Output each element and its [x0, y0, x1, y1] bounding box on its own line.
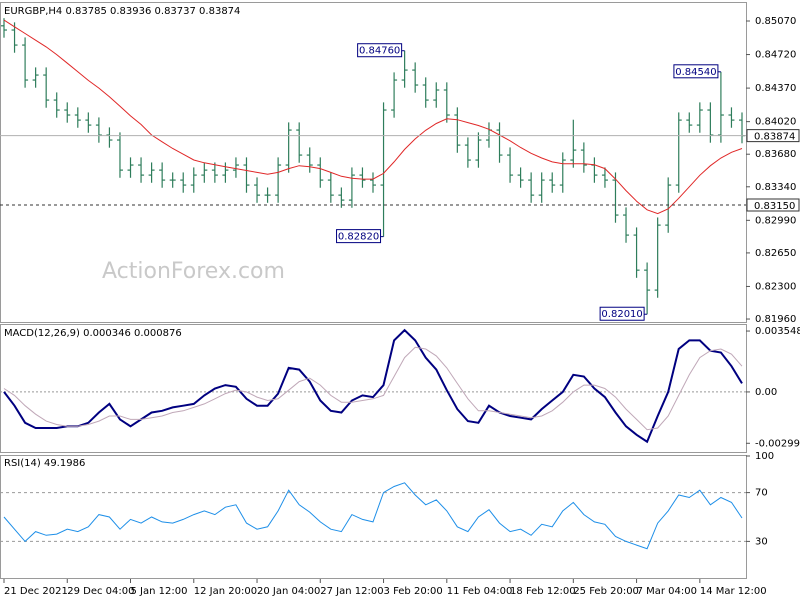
y-tick-label: -0.002992 [755, 438, 800, 449]
series-line [3, 482, 743, 550]
x-tick-label: 5 Jan 12:00 [131, 586, 188, 597]
y-tick-label: 0.83340 [755, 182, 796, 193]
last-price-label: 0.83874 [754, 132, 795, 143]
y-tick-label: 70 [755, 488, 768, 499]
y-tick-label: 30 [755, 536, 768, 547]
macd-panel [0, 324, 747, 453]
callout-label: 0.84540 [675, 67, 716, 78]
series-line [3, 328, 743, 444]
x-tick-label: 7 Mar 04:00 [637, 586, 697, 597]
y-tick-label: 0.003548 [755, 326, 800, 337]
callout-box [599, 306, 645, 321]
moving-average [3, 19, 743, 215]
callout-box [357, 43, 403, 58]
y-tick-label: 0.83680 [755, 149, 796, 160]
level-label: 0.83150 [754, 201, 795, 212]
x-tick-label: 21 Dec 2021 [4, 586, 68, 597]
x-tick-label: 18 Feb 12:00 [510, 586, 576, 597]
y-tick-label: 0.00 [755, 387, 777, 398]
y-tick-label: 0.84720 [755, 50, 796, 61]
y-tick-label: 0.81960 [755, 314, 796, 325]
price-title: EURGBP,H4 0.83785 0.83936 0.83737 0.8387… [4, 6, 240, 17]
x-tick-label: 3 Feb 20:00 [384, 586, 443, 597]
y-tick-label: 0.82650 [755, 248, 796, 259]
callout-box [336, 229, 382, 244]
last-price-box [746, 129, 800, 143]
series-line [3, 346, 743, 431]
x-tick-label: 11 Feb 04:00 [447, 586, 513, 597]
rsi-title: RSI(14) 49.1986 [4, 458, 85, 469]
y-tick-label: 0.84370 [755, 83, 796, 94]
macd-title: MACD(12,26,9) 0.000346 0.000876 [4, 328, 182, 339]
x-tick-label: 25 Feb 20:00 [573, 586, 639, 597]
callout-label: 0.82820 [338, 232, 379, 243]
x-tick-label: 27 Jan 12:00 [320, 586, 383, 597]
x-tick-label: 29 Dec 04:00 [67, 586, 134, 597]
y-tick-label: 100 [755, 451, 774, 462]
callout-label: 0.84760 [359, 46, 400, 57]
y-tick-label: 0.82990 [755, 215, 796, 226]
level-box [746, 198, 800, 212]
price-panel [0, 2, 747, 323]
rsi-panel [0, 455, 747, 579]
x-tick-label: 14 Mar 12:00 [700, 586, 767, 597]
x-tick-label: 12 Jan 20:00 [194, 586, 257, 597]
x-tick-label: 20 Jan 04:00 [257, 586, 320, 597]
watermark: ActionForex.com [102, 259, 285, 284]
y-tick-label: 0.85070 [755, 16, 796, 27]
callout-box [673, 64, 719, 79]
y-tick-label: 0.84020 [755, 117, 796, 128]
callout-label: 0.82010 [601, 309, 642, 320]
y-tick-label: 0.82300 [755, 281, 796, 292]
